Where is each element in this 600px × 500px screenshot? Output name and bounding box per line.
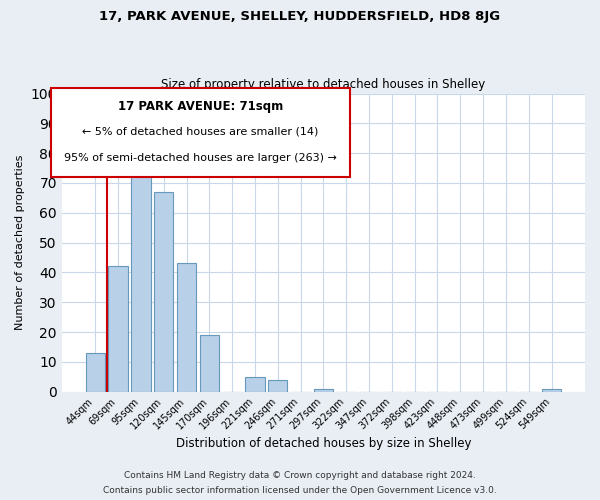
Text: Contains HM Land Registry data © Crown copyright and database right 2024.: Contains HM Land Registry data © Crown c… (124, 471, 476, 480)
Bar (542, 388, 561, 392)
Bar (200, 335, 219, 392)
Bar (177, 264, 196, 392)
Bar (109, 266, 128, 392)
Bar (86, 353, 105, 392)
Bar (314, 388, 333, 392)
Text: 17, PARK AVENUE, SHELLEY, HUDDERSFIELD, HD8 8JG: 17, PARK AVENUE, SHELLEY, HUDDERSFIELD, … (100, 10, 500, 23)
Bar (154, 192, 173, 392)
Text: 95% of semi-detached houses are larger (263) →: 95% of semi-detached houses are larger (… (64, 153, 337, 163)
FancyBboxPatch shape (52, 88, 350, 177)
Title: Size of property relative to detached houses in Shelley: Size of property relative to detached ho… (161, 78, 485, 91)
Bar (131, 147, 151, 392)
Text: ← 5% of detached houses are smaller (14): ← 5% of detached houses are smaller (14) (82, 126, 319, 136)
Bar (268, 380, 287, 392)
Y-axis label: Number of detached properties: Number of detached properties (15, 155, 25, 330)
Text: 17 PARK AVENUE: 71sqm: 17 PARK AVENUE: 71sqm (118, 100, 283, 112)
X-axis label: Distribution of detached houses by size in Shelley: Distribution of detached houses by size … (176, 437, 471, 450)
Text: Contains public sector information licensed under the Open Government Licence v3: Contains public sector information licen… (103, 486, 497, 495)
Bar (245, 377, 265, 392)
